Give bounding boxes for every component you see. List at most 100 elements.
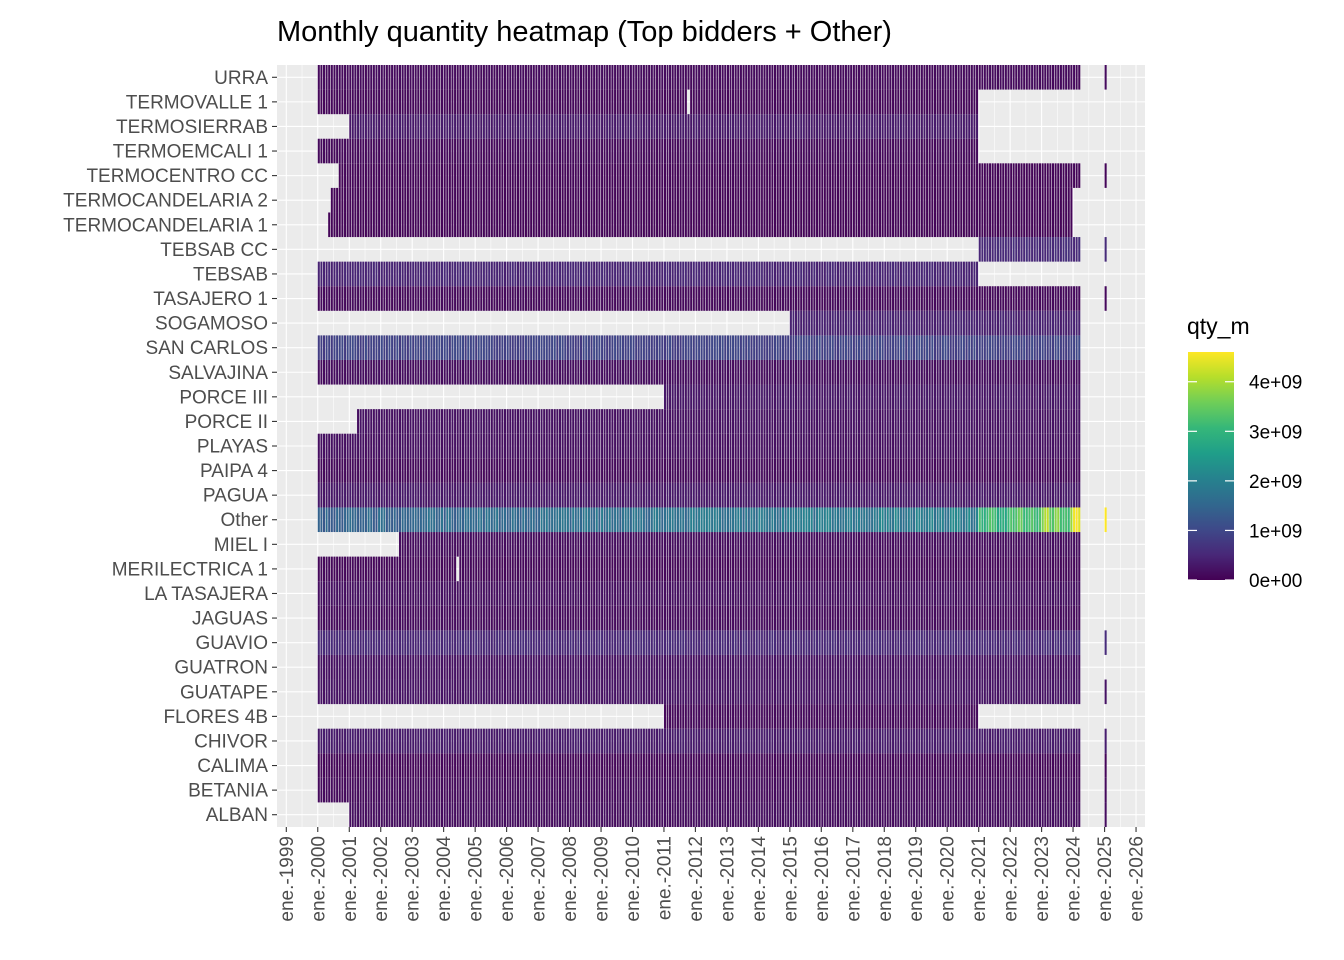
heat-tile [991,802,994,827]
heat-tile [761,679,763,705]
heat-tile [810,532,813,557]
heat-tile [357,482,360,508]
heat-tile [346,556,349,582]
heat-tile [844,532,847,557]
heat-tile [454,556,457,582]
heat-tile [642,654,645,680]
heat-tile [559,630,561,655]
heat-tile [871,482,874,508]
heat-tile [1023,507,1026,533]
heat-tile [440,753,444,778]
heat-tile [818,507,821,533]
heat-tile [855,630,858,655]
heat-tile [684,532,687,557]
heat-tile [427,507,430,533]
heat-tile [404,409,407,434]
heat-tile [1049,458,1052,483]
heat-tile [899,532,902,557]
heat-tile [952,728,955,754]
heat-tile [708,482,711,508]
heat-tile [842,654,845,680]
heat-tile [941,433,944,459]
heat-tile [1104,777,1107,803]
heat-tile [671,654,674,680]
heat-tile [894,654,897,680]
heat-tile [876,433,879,459]
heat-tile [645,605,648,631]
heat-tile [574,654,577,680]
heat-tile [524,556,527,582]
heat-tile [317,654,320,680]
heat-tile [566,556,569,582]
heat-tile [973,605,976,631]
heat-tile [852,433,855,459]
heat-tile [328,581,331,606]
heat-tile [349,753,352,778]
heat-tile [781,704,784,729]
heat-tile [642,409,645,434]
heat-tile [391,777,394,803]
heat-tile [1002,630,1005,655]
heat-tile [779,409,782,434]
heat-tile [852,581,855,606]
heat-tile [611,556,614,582]
heat-tile [1070,458,1073,483]
heat-tile [509,777,512,803]
heat-tile [370,507,373,533]
heat-tile [545,728,548,754]
heat-tile [703,630,706,655]
heat-tile [776,704,779,729]
heat-tile [708,777,711,803]
heat-tile [920,532,923,557]
heat-tile [957,556,960,582]
heat-tile [635,802,637,827]
heat-tile [960,581,963,606]
heat-tile [771,507,774,533]
heat-tile [1049,728,1052,754]
heat-tile [944,507,947,533]
heat-tile [514,581,517,606]
heat-tile [475,507,478,533]
heat-tile [797,532,800,557]
heat-tile [569,581,572,606]
heat-tile [440,433,444,459]
heat-tile [729,458,732,483]
heat-tile [648,507,651,533]
heat-tile [868,777,871,803]
heat-tile [448,409,451,434]
heat-tile [485,556,488,582]
heat-tile [545,433,548,459]
heat-tile [1065,581,1068,606]
heat-tile [973,704,976,729]
heat-tile [548,802,551,827]
heat-tile [758,777,761,803]
heat-tile [978,728,981,754]
heat-tile [351,605,354,631]
heat-tile [593,581,596,606]
heat-tile [698,728,700,754]
heat-tile [721,458,724,483]
heat-tile [711,409,714,434]
heat-tile [419,679,422,705]
heat-tile [611,679,614,705]
heat-tile [448,802,451,827]
heat-tile [758,654,761,680]
heat-tile [469,679,472,705]
heat-tile [726,384,730,410]
heat-tile [1059,654,1062,680]
heat-tile [794,654,797,680]
heat-tile [737,384,740,410]
heat-tile [1015,581,1018,606]
heat-tile [700,409,703,434]
heat-tile [698,581,700,606]
heat-tile [370,581,373,606]
heat-tile [614,802,617,827]
heat-tile [503,802,507,827]
heat-tile [414,556,417,582]
heat-tile [989,409,992,434]
heat-tile [619,532,622,557]
heat-tile [488,753,491,778]
heat-tile [962,679,965,705]
heat-tile [960,409,963,434]
heat-tile [695,384,698,410]
